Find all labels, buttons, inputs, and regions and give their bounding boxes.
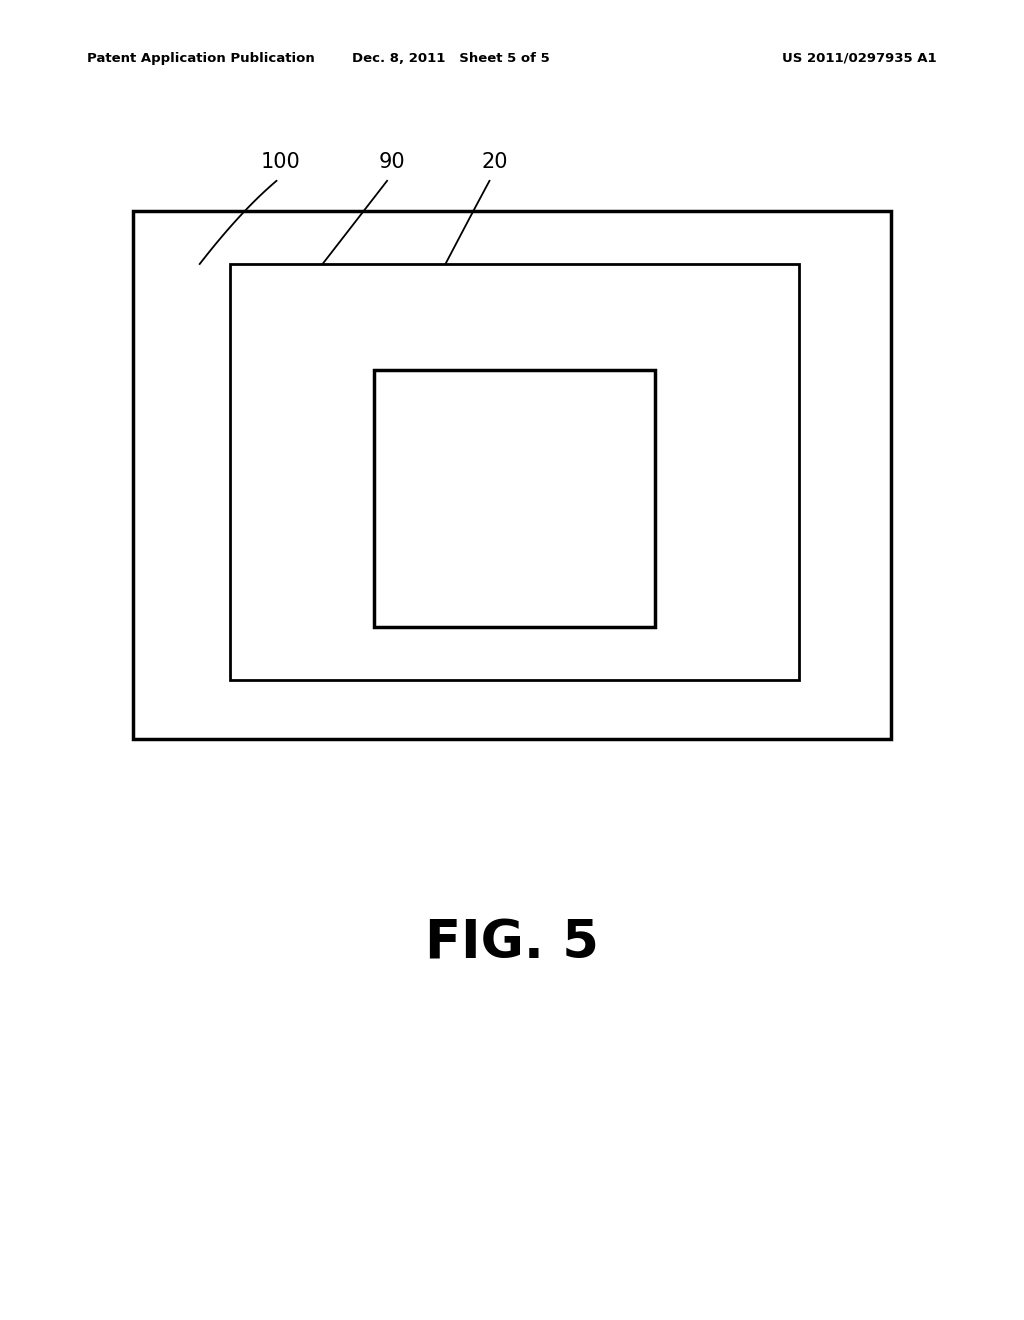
Bar	[374, 370, 655, 627]
Text: Patent Application Publication: Patent Application Publication	[87, 51, 314, 65]
Bar	[230, 264, 799, 680]
Bar	[133, 211, 891, 739]
Text: 20: 20	[481, 152, 508, 172]
Text: US 2011/0297935 A1: US 2011/0297935 A1	[782, 51, 937, 65]
Text: 100: 100	[261, 152, 301, 172]
Text: FIG. 5: FIG. 5	[425, 917, 599, 970]
Text: Dec. 8, 2011   Sheet 5 of 5: Dec. 8, 2011 Sheet 5 of 5	[351, 51, 550, 65]
Text: 90: 90	[379, 152, 406, 172]
